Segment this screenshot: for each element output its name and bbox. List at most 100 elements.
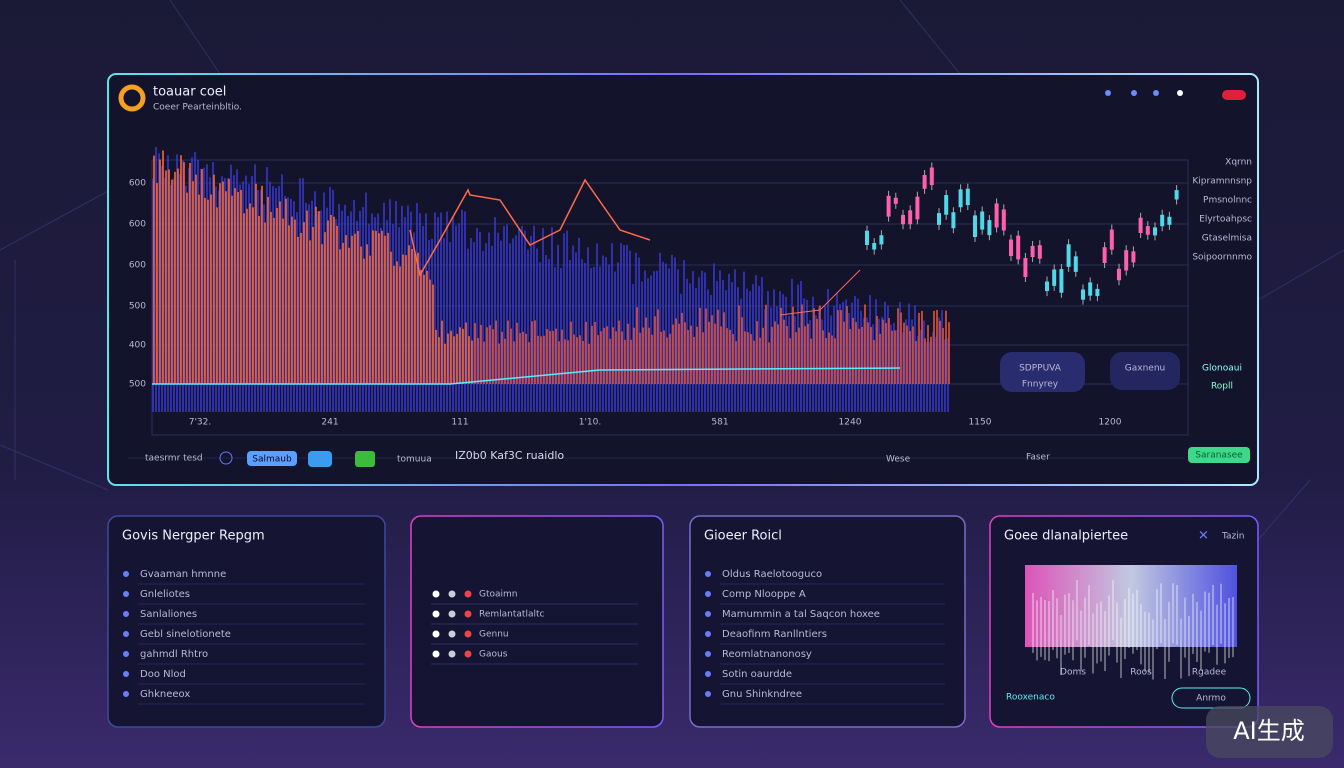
decor-bar <box>1160 583 1162 644</box>
icon-button[interactable] <box>219 451 233 465</box>
decor-bar <box>1140 604 1142 665</box>
row-icon <box>448 650 456 658</box>
decor-bar <box>153 155 155 384</box>
decor-bar <box>606 326 608 384</box>
list-item: Remlantatlaltc <box>479 610 544 620</box>
decor-bar <box>255 183 257 384</box>
decor-bar <box>405 255 407 384</box>
decor-bar <box>432 284 434 384</box>
x-label: 7'32. <box>189 418 212 428</box>
decor-bar <box>735 341 737 384</box>
panel-button[interactable] <box>1171 687 1251 709</box>
button-label: Anrmo <box>1196 694 1226 704</box>
decor-bar <box>294 219 296 384</box>
decor-line <box>779 269 861 316</box>
decor-bar <box>288 225 290 384</box>
decor-candle <box>1081 289 1085 300</box>
decor-bar <box>804 326 806 384</box>
decor-bar <box>1076 580 1078 641</box>
decor-candle <box>1066 244 1071 267</box>
toolbar-label: taesrmr tesd <box>145 454 203 464</box>
decor-bar <box>1032 592 1034 653</box>
decor-bar <box>249 203 251 384</box>
decor-bar <box>483 341 485 384</box>
decor-bar <box>894 330 896 384</box>
decor-bar <box>333 216 335 384</box>
decor-bar <box>620 243 622 412</box>
action-button[interactable] <box>1188 447 1250 463</box>
decor-bar <box>494 217 496 412</box>
decor-bar <box>372 230 374 384</box>
top-icons <box>1105 90 1183 96</box>
decor-bar <box>309 240 311 384</box>
decor-bar <box>732 334 734 384</box>
decor-bar <box>567 340 569 384</box>
decor-bar <box>1104 611 1106 672</box>
decor-candle <box>893 197 898 204</box>
decor-bar <box>174 171 176 384</box>
decor-bar <box>942 328 944 384</box>
decor-bar <box>354 233 356 384</box>
list-item: Gtoaimn <box>479 590 518 600</box>
decor-bar <box>546 329 548 384</box>
decor-bar <box>885 323 887 384</box>
panel-title: Gioeer Roicl <box>704 529 782 544</box>
decor-bar <box>285 198 287 384</box>
list-item: Mamummin a tal Saqcon hoxee <box>722 609 880 620</box>
decor-bar <box>437 217 439 412</box>
decor-bar <box>750 334 752 384</box>
decor-bar <box>467 248 469 412</box>
decor-bar <box>195 174 197 384</box>
decor-bar <box>417 252 419 384</box>
decor-candle <box>1160 214 1165 227</box>
toggle[interactable] <box>308 451 332 467</box>
decor-bar <box>597 335 599 384</box>
panel-title: Goee dlanalpiertee <box>1004 529 1128 544</box>
row-icon <box>448 610 456 618</box>
decor-bar <box>1128 587 1130 648</box>
decor-candle <box>1016 235 1021 260</box>
x-label: 1150 <box>969 418 992 428</box>
button[interactable] <box>247 451 297 466</box>
decor-bar <box>855 322 857 384</box>
badge-shape <box>1110 352 1180 390</box>
decor-bar <box>591 325 593 384</box>
decor-bar <box>1080 610 1082 671</box>
decor-bar <box>521 225 523 412</box>
decor-bar <box>579 335 581 384</box>
decor-bar <box>945 310 947 384</box>
right-label: Kipramnnsnp <box>1192 177 1252 187</box>
decor-bar <box>1112 580 1114 641</box>
decor-bar <box>1188 616 1190 677</box>
badge: Fnnyrey <box>1022 380 1059 390</box>
decor-candle <box>929 167 934 186</box>
x-label: 1240 <box>839 418 862 428</box>
panel <box>689 515 966 728</box>
decor-bar <box>1084 597 1086 658</box>
decor-bar <box>576 337 578 384</box>
decor-candle <box>1117 268 1121 281</box>
row-icon <box>432 610 440 618</box>
decor-bar <box>588 343 590 384</box>
decor-bar <box>192 181 194 384</box>
decor-bar <box>342 242 344 384</box>
toggle[interactable] <box>355 451 375 467</box>
list-item: Gnu Shinkndree <box>722 689 802 700</box>
decor-bar <box>578 237 580 412</box>
decor-candle <box>901 214 905 225</box>
badge: Ropll <box>1211 382 1233 392</box>
decor-bar <box>720 326 722 384</box>
decor-bar <box>300 232 302 384</box>
alert-pill[interactable] <box>1222 90 1246 100</box>
decor-bar <box>930 336 932 384</box>
decor-bar <box>1176 584 1178 645</box>
decor-bar <box>762 327 764 384</box>
decor-bar <box>540 336 542 384</box>
y-label: 500 <box>129 302 146 312</box>
decor-candle <box>879 235 884 245</box>
decor-bar <box>594 322 596 384</box>
decor-bar <box>231 195 233 384</box>
y-label: 400 <box>129 341 146 351</box>
decor-bar <box>384 235 386 384</box>
decor-bar <box>1132 593 1134 654</box>
